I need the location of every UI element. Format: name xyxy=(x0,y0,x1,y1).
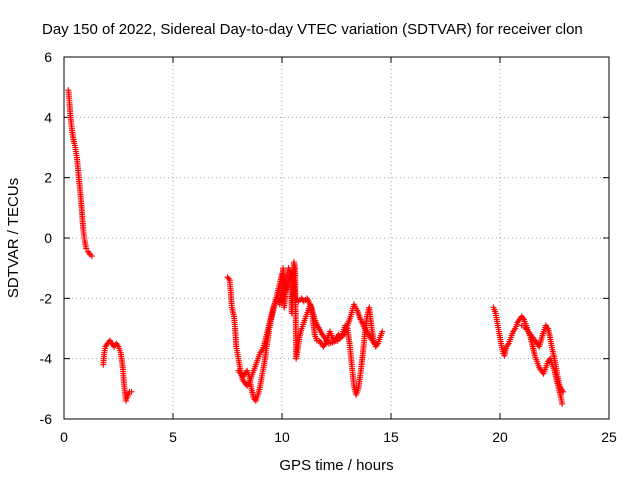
data-point xyxy=(371,340,378,347)
x-tick-label: 5 xyxy=(169,429,177,445)
y-tick-label: 6 xyxy=(44,49,52,65)
data-point xyxy=(123,397,130,404)
plot-frame xyxy=(63,56,610,420)
x-axis-label: GPS time / hours xyxy=(279,457,393,474)
x-tick-label: 15 xyxy=(383,429,399,445)
y-tick-label: 0 xyxy=(44,230,52,246)
data-point xyxy=(83,245,90,252)
chart-title: Day 150 of 2022, Sidereal Day-to-day VTE… xyxy=(42,21,583,38)
y-tick-label: 2 xyxy=(44,170,52,186)
data-point xyxy=(86,250,93,257)
y-tick-label: -6 xyxy=(40,411,53,427)
data-points xyxy=(65,87,567,407)
y-tick-label: -4 xyxy=(40,351,53,367)
y-axis-label: SDTVAR / TECUs xyxy=(5,178,22,298)
axis-ticks: 0 5 10 15 20 25 -6 -4 -2 0 2 4 6 xyxy=(40,49,617,445)
x-tick-label: 20 xyxy=(492,429,508,445)
data-point xyxy=(128,388,135,395)
grid-lines xyxy=(64,57,609,419)
data-point xyxy=(560,388,567,395)
x-tick-label: 0 xyxy=(60,429,68,445)
data-point xyxy=(225,275,232,282)
x-tick-label: 25 xyxy=(601,429,617,445)
y-tick-label: 4 xyxy=(44,109,52,125)
data-point xyxy=(88,253,95,260)
data-point xyxy=(559,400,566,407)
x-tick-label: 10 xyxy=(274,429,290,445)
y-tick-label: -2 xyxy=(40,290,53,306)
data-point xyxy=(379,328,386,335)
